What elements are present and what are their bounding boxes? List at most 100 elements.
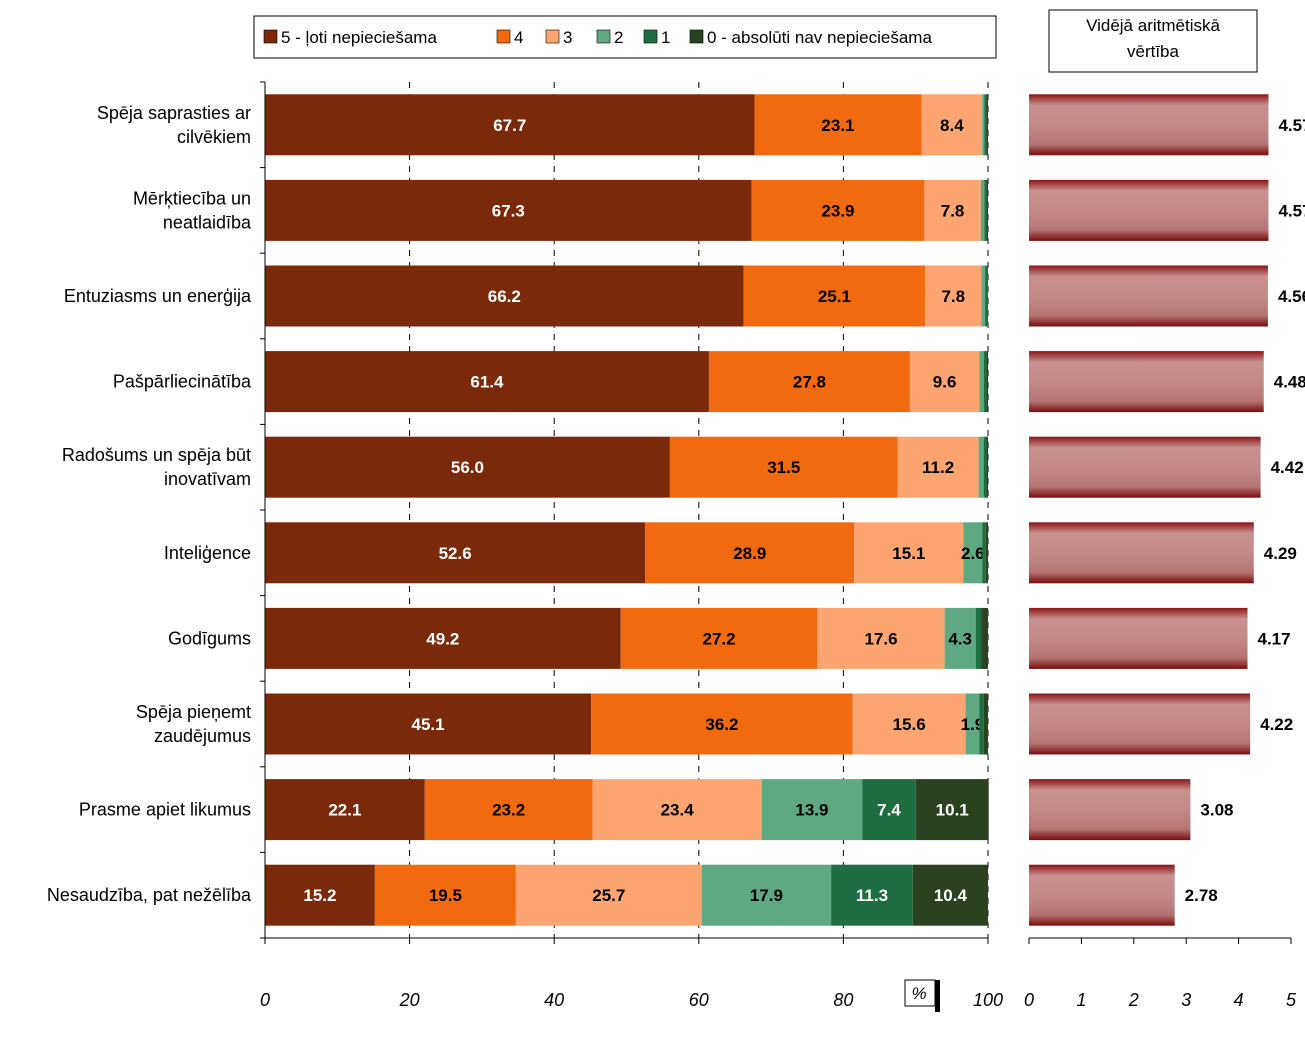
mean-bar-value-label: 4.56 xyxy=(1278,287,1305,306)
stacked-bar-value-label: 9.6 xyxy=(933,373,957,392)
stacked-bar-segment xyxy=(982,522,986,584)
legend-label: 5 - ļoti nepieciešama xyxy=(281,28,437,47)
category-label: inovatīvam xyxy=(164,469,251,489)
stacked-bar-segment xyxy=(751,179,925,241)
mean-bar xyxy=(1029,351,1264,413)
mean-bar xyxy=(1029,864,1175,926)
stacked-x-tick-label: 60 xyxy=(689,990,709,1010)
legend-box xyxy=(253,15,997,59)
stacked-bar-segment xyxy=(708,351,910,413)
stacked-bar-segment xyxy=(924,179,981,241)
stacked-bar-segment xyxy=(854,522,964,584)
stacked-bar-value-label: 7.8 xyxy=(941,287,965,306)
stacked-bar-segment xyxy=(592,779,762,841)
mean-bar-value-label: 4.22 xyxy=(1260,715,1293,734)
category-label: zaudējumus xyxy=(154,726,251,746)
stacked-bar-value-label: 27.8 xyxy=(793,373,826,392)
stacked-bar-value-label: 23.2 xyxy=(492,801,525,820)
stacked-bar-segment xyxy=(265,607,621,669)
category-label: Inteliģence xyxy=(164,543,251,563)
stacked-x-tick-label: 100 xyxy=(973,990,1003,1010)
legend-label: 4 xyxy=(514,28,523,47)
mean-bar xyxy=(1029,779,1191,841)
stacked-bar-segment xyxy=(986,94,988,156)
mean-x-tick-label: 2 xyxy=(1128,990,1139,1010)
stacked-bar-segment xyxy=(265,179,752,241)
stacked-bar-value-label: 4.3 xyxy=(948,629,972,648)
stacked-x-tick-label: 20 xyxy=(399,990,420,1010)
stacked-bar-segment xyxy=(831,864,913,926)
category-label: neatlaidība xyxy=(163,212,252,232)
category-label: Spēja saprasties ar xyxy=(97,103,251,123)
mean-bar-value-label: 4.17 xyxy=(1258,629,1291,648)
stacked-bar-value-label: 27.2 xyxy=(702,629,735,648)
stacked-bar-segment xyxy=(987,265,988,327)
mean-bar-value-label: 3.08 xyxy=(1200,801,1233,820)
stacked-bar-segment xyxy=(982,94,985,156)
stacked-bar-segment xyxy=(986,179,988,241)
legend-label: 0 - absolūti nav nepieciešama xyxy=(707,28,932,47)
legend-swatch xyxy=(263,29,278,44)
stacked-bar-value-label: 25.7 xyxy=(592,886,625,905)
stacked-bar-segment xyxy=(915,779,989,841)
stacked-bar-value-label: 2.6 xyxy=(961,544,985,563)
mean-x-tick-label: 1 xyxy=(1076,990,1086,1010)
mean-bar xyxy=(1029,436,1261,498)
stacked-bar-segment xyxy=(975,607,982,669)
stacked-bar-value-label: 52.6 xyxy=(439,544,472,563)
legend-label: 2 xyxy=(614,28,623,47)
stacked-bar-value-label: 22.1 xyxy=(328,801,361,820)
category-label: Prasme apiet likumus xyxy=(79,800,251,820)
stacked-bar-value-label: 25.1 xyxy=(818,287,851,306)
stacked-bar-value-label: 17.6 xyxy=(864,629,897,648)
stacked-bar-value-label: 15.1 xyxy=(892,544,925,563)
stacked-bar-value-label: 31.5 xyxy=(767,458,800,477)
stacked-bar-value-label: 1.9 xyxy=(961,715,985,734)
stacked-bar-segment xyxy=(986,436,988,498)
stacked-bar-value-label: 17.9 xyxy=(750,886,783,905)
category-label: Nesaudzība, pat nežēlība xyxy=(47,885,252,905)
stacked-bar-value-label: 66.2 xyxy=(488,287,521,306)
stacked-bar-segment xyxy=(265,94,755,156)
stacked-bar-segment xyxy=(265,436,670,498)
stacked-bar-segment xyxy=(921,94,983,156)
stacked-bar-segment xyxy=(669,436,898,498)
stacked-bar-segment xyxy=(983,436,987,498)
stacked-bar-segment xyxy=(265,522,646,584)
x-unit-box xyxy=(904,979,936,1007)
stacked-bar-value-label: 13.9 xyxy=(795,801,828,820)
stacked-bar-segment xyxy=(984,94,987,156)
stacked-x-tick-label: 80 xyxy=(833,990,853,1010)
stacked-bar-value-label: 23.1 xyxy=(821,116,854,135)
legend-swatch xyxy=(545,29,560,44)
stacked-bar-segment xyxy=(374,864,516,926)
legend-swatch xyxy=(596,29,611,44)
mean-bar-value-label: 2.78 xyxy=(1185,886,1218,905)
mean-bar xyxy=(1029,522,1254,584)
stacked-bar-segment xyxy=(981,607,988,669)
mean-bar-value-label: 4.48 xyxy=(1274,373,1305,392)
stacked-bar-segment xyxy=(754,94,922,156)
stacked-bar-value-label: 61.4 xyxy=(470,373,504,392)
category-label: cilvēkiem xyxy=(177,127,251,147)
mean-x-tick-label: 5 xyxy=(1286,990,1297,1010)
stacked-bar-segment xyxy=(645,522,855,584)
stacked-bar-value-label: 8.4 xyxy=(940,116,964,135)
mean-bar-value-label: 4.29 xyxy=(1264,544,1297,563)
legend-label: 3 xyxy=(563,28,572,47)
stacked-bar-segment xyxy=(515,864,702,926)
stacked-bar-segment xyxy=(979,351,984,413)
stacked-bar-segment xyxy=(983,351,987,413)
mean-x-tick-label: 0 xyxy=(1024,990,1034,1010)
stacked-bar-segment xyxy=(817,607,945,669)
mean-x-tick-label: 4 xyxy=(1234,990,1244,1010)
stacked-bar-value-label: 23.4 xyxy=(661,801,695,820)
stacked-bar-segment xyxy=(761,779,863,841)
stacked-bar-segment xyxy=(265,779,425,841)
stacked-bar-segment xyxy=(984,179,987,241)
mean-bar-value-label: 4.57 xyxy=(1278,116,1305,135)
stacked-bar-value-label: 49.2 xyxy=(426,629,459,648)
stacked-bar-value-label: 19.5 xyxy=(429,886,462,905)
stacked-bar-segment xyxy=(743,265,926,327)
